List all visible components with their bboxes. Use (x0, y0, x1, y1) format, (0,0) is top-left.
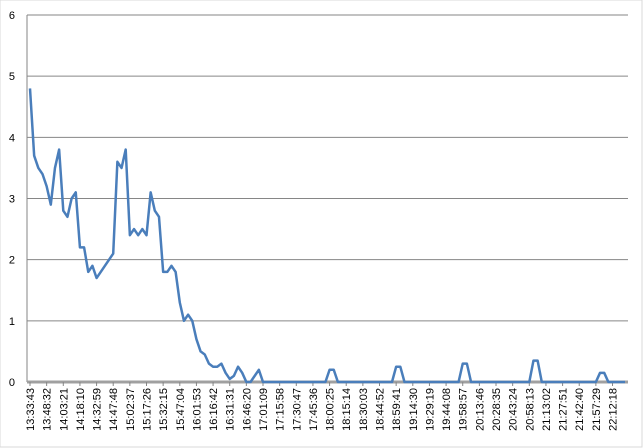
x-tick-label: 15:47:04 (175, 388, 187, 431)
x-tick-label: 17:01:09 (258, 388, 270, 431)
x-tick-label: 18:15:14 (341, 388, 353, 431)
x-tick-label: 18:59:41 (391, 388, 403, 431)
x-tick-label: 21:57:29 (591, 388, 603, 431)
x-tick-label: 14:03:21 (58, 388, 70, 431)
x-tick-label: 19:58:57 (458, 388, 470, 431)
x-tick-label: 18:00:25 (325, 388, 337, 431)
x-tick-label: 14:32:59 (92, 388, 104, 431)
x-tick-label: 16:01:53 (191, 388, 203, 431)
x-tick-label: 22:12:18 (608, 388, 620, 431)
y-tick-label: 3 (9, 194, 15, 206)
y-tick-label: 5 (9, 71, 15, 83)
x-tick-label: 20:43:24 (508, 388, 520, 431)
x-tick-label: 16:46:20 (241, 388, 253, 431)
x-tick-label: 21:13:02 (541, 388, 553, 431)
x-tick-label: 16:16:42 (208, 388, 220, 431)
data-line (28, 88, 625, 384)
x-tick-label: 14:18:10 (75, 388, 87, 431)
x-tick-label: 19:29:19 (424, 388, 436, 431)
x-tick-label: 16:31:31 (225, 388, 237, 431)
x-tick-label: 18:30:03 (358, 388, 370, 431)
y-tick-label: 4 (9, 132, 15, 144)
x-tick-label: 14:47:48 (108, 388, 120, 431)
x-tick-label: 13:48:32 (42, 388, 54, 431)
x-tick-label: 17:30:47 (291, 388, 303, 431)
x-tick-label: 20:58:13 (524, 388, 536, 431)
x-tick-label: 20:13:46 (474, 388, 486, 431)
x-tick-label: 15:32:15 (158, 388, 170, 431)
x-tick-label: 21:27:51 (558, 388, 570, 431)
x-tick-label: 20:28:35 (491, 388, 503, 431)
y-tick-label: 2 (9, 255, 15, 267)
x-tick-label: 17:15:58 (275, 388, 287, 431)
x-tick-label: 18:44:52 (375, 388, 387, 431)
y-tick-label: 6 (9, 10, 15, 22)
x-tick-label: 15:02:37 (125, 388, 137, 431)
x-tick-label: 19:44:08 (441, 388, 453, 431)
x-tick-label: 19:14:30 (408, 388, 420, 431)
x-tick-label: 15:17:26 (142, 388, 154, 431)
y-tick-label: 1 (9, 316, 15, 328)
y-tick-label: 0 (9, 377, 15, 389)
x-tick-label: 21:42:40 (574, 388, 586, 431)
x-tick-label: 13:33:43 (25, 388, 37, 431)
x-tick-label: 17:45:36 (308, 388, 320, 431)
